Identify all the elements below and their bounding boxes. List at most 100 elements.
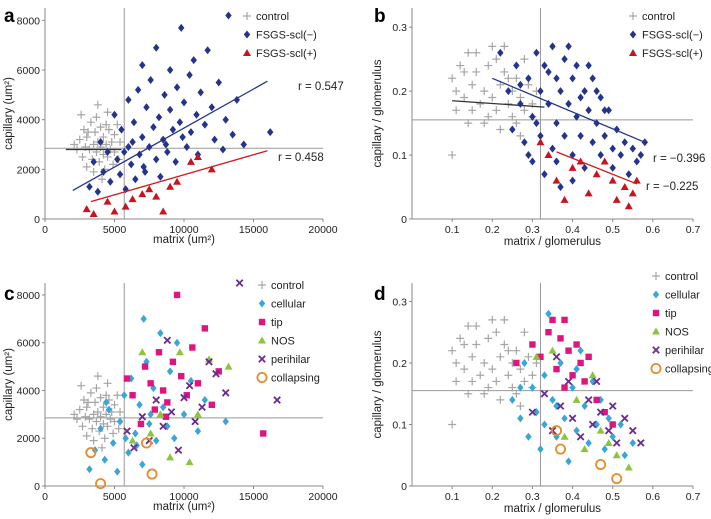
data-point — [157, 329, 164, 338]
data-point — [581, 402, 588, 411]
data-point — [79, 396, 88, 405]
data-point — [577, 359, 584, 367]
data-point — [201, 120, 209, 129]
data-point — [456, 334, 465, 343]
data-point — [573, 426, 580, 435]
data-point — [556, 402, 565, 410]
data-point — [641, 138, 649, 147]
data-point — [588, 420, 597, 429]
data-point — [116, 417, 124, 426]
data-point — [552, 352, 561, 361]
data-point — [592, 377, 601, 386]
data-point — [589, 74, 596, 83]
data-point — [130, 118, 138, 127]
data-point — [110, 130, 119, 139]
data-point — [103, 379, 112, 388]
series-cellular — [509, 309, 636, 466]
data-point — [553, 365, 560, 373]
y-axis-label: capillary / glomerulus — [372, 330, 384, 438]
data-point — [185, 458, 194, 466]
data-point — [549, 42, 556, 51]
legend-marker — [652, 346, 660, 354]
data-point — [565, 42, 572, 51]
data-point — [488, 93, 497, 102]
data-point — [593, 87, 600, 96]
data-point — [138, 348, 147, 356]
data-point — [536, 138, 545, 146]
data-point — [516, 365, 525, 374]
data-point — [110, 400, 119, 409]
data-point — [585, 438, 592, 447]
data-point — [152, 396, 161, 404]
data-point — [595, 458, 607, 470]
data-point — [573, 341, 580, 348]
data-point — [512, 119, 521, 128]
data-point — [173, 177, 182, 185]
data-point — [183, 143, 190, 152]
legend-marker — [243, 12, 251, 20]
data-point — [84, 128, 93, 137]
y-tick-label: 2000 — [17, 433, 41, 445]
correlation-label: r = 0.547 — [298, 81, 344, 93]
data-point — [155, 113, 163, 122]
x-tick-label: 20000 — [308, 491, 337, 503]
panel-letter: c — [4, 284, 15, 305]
data-point — [508, 112, 517, 121]
data-point — [221, 389, 230, 397]
data-point — [521, 138, 528, 147]
legend-label: collapsing — [271, 373, 320, 385]
data-point — [91, 128, 100, 137]
data-point — [621, 138, 628, 147]
data-point — [464, 119, 473, 128]
data-point — [561, 384, 568, 391]
data-point — [497, 48, 504, 57]
data-point — [604, 438, 613, 446]
data-point — [492, 377, 501, 386]
data-point — [597, 395, 604, 404]
data-point — [187, 128, 195, 137]
data-point — [197, 88, 204, 97]
data-point — [609, 432, 616, 441]
data-point — [577, 93, 584, 102]
data-point — [97, 138, 104, 147]
y-tick-label: 0.2 — [392, 358, 407, 370]
data-point — [565, 99, 572, 108]
data-point — [557, 183, 564, 192]
data-point — [125, 448, 132, 457]
data-point — [529, 383, 536, 392]
data-point — [460, 67, 469, 76]
data-point — [549, 395, 556, 404]
data-point — [548, 346, 557, 354]
x-tick-label: 0.4 — [565, 224, 580, 236]
data-point — [157, 172, 164, 181]
data-point — [127, 160, 135, 169]
data-point — [561, 131, 568, 140]
data-point — [545, 329, 552, 336]
data-point — [103, 197, 112, 205]
data-point — [89, 436, 98, 445]
data-point — [201, 396, 209, 405]
data-point — [505, 87, 512, 96]
data-point — [596, 408, 605, 417]
x-tick-label: 0 — [42, 224, 48, 236]
data-point — [166, 182, 175, 190]
data-point — [496, 125, 505, 134]
data-point — [173, 338, 181, 347]
x-tick-label: 0.1 — [445, 224, 460, 236]
data-point — [143, 103, 150, 112]
data-point — [146, 419, 153, 428]
data-point — [597, 151, 604, 160]
data-point — [128, 195, 137, 203]
data-point — [476, 99, 485, 108]
data-point — [89, 167, 98, 176]
data-point — [573, 61, 580, 70]
data-point — [537, 353, 544, 361]
data-point — [178, 372, 185, 380]
data-point — [541, 420, 548, 429]
data-point — [78, 422, 87, 431]
data-point — [609, 144, 616, 153]
regression-line — [452, 100, 545, 108]
y-tick-label: 0 — [34, 481, 40, 493]
x-axis-label: matrix / glomerulus — [504, 503, 601, 515]
data-point — [77, 110, 86, 119]
